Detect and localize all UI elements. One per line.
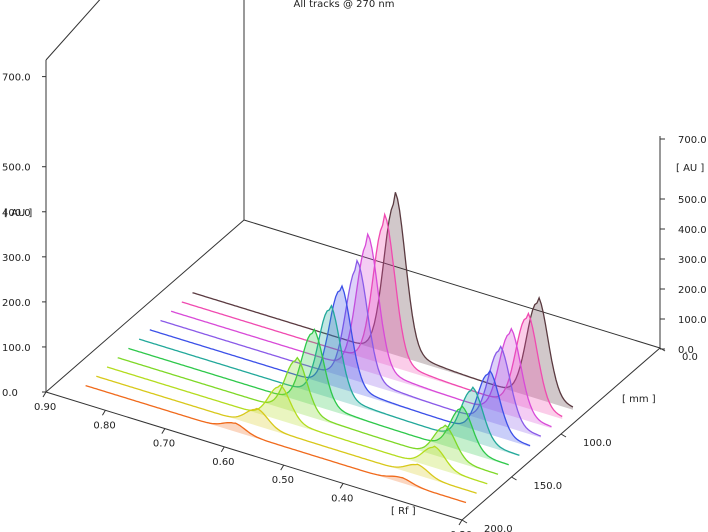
- mm-tick-label: 0.0: [682, 352, 698, 363]
- frame-line: [45, 391, 463, 521]
- rf-tick-label: 0.60: [212, 457, 234, 468]
- mm-tick-label: 150.0: [534, 481, 563, 492]
- track-fill: [139, 305, 520, 457]
- track-9: [170, 232, 552, 429]
- left-y-axis: [ AU ] 700.0 500.0 400.0 300.0 200.0 100.0 0.0: [2, 73, 46, 399]
- left-y-axis-label: [ AU ]: [4, 208, 32, 219]
- track-line: [128, 327, 509, 466]
- mm-axis-label: [ mm ]: [622, 394, 656, 405]
- rf-tick-label: 0.50: [272, 475, 294, 486]
- track-8: [160, 258, 542, 438]
- rf-tick: [101, 410, 106, 416]
- track-fill: [171, 234, 552, 429]
- rf-tick-label: 0.40: [331, 493, 353, 504]
- rf-tick-label: 0.80: [93, 420, 115, 431]
- right-y-tick-label: 400.0: [678, 225, 707, 236]
- mm-axis: [ mm ] 0.0 100.0 150.0 200.0: [461, 347, 698, 532]
- left-y-tick-label: 200.0: [2, 298, 31, 309]
- track-fill: [149, 286, 531, 447]
- track-fill: [160, 260, 541, 438]
- chart-title: All tracks @ 270 nm: [294, 0, 395, 10]
- rf-tick: [42, 391, 47, 398]
- mm-tick-label: 200.0: [484, 524, 513, 532]
- rf-tick: [458, 519, 463, 526]
- track-1: [85, 384, 467, 504]
- track-4: [117, 356, 499, 475]
- rf-tick-label: 0.90: [34, 402, 56, 413]
- track-line: [85, 384, 467, 504]
- track-line: [96, 375, 477, 494]
- left-y-tick-label: 300.0: [2, 253, 31, 264]
- left-y-tick-label: 500.0: [2, 163, 31, 174]
- track-line: [138, 304, 520, 456]
- right-y-tick-label: 100.0: [678, 315, 707, 326]
- right-y-axis: [ AU ] 700.0 500.0 400.0 300.0 200.0 100.0 0.0: [659, 135, 707, 356]
- rf-axis-label: [ Rf ]: [391, 506, 416, 517]
- frame-line: [243, 219, 661, 349]
- rf-tick: [280, 464, 285, 471]
- mm-tick-label: 100.0: [583, 438, 612, 449]
- frame-line: [45, 219, 245, 393]
- axis-frame: [45, 0, 661, 521]
- left-y-tick-label: 100.0: [2, 343, 31, 354]
- track-line: [117, 356, 499, 475]
- track-line: [149, 284, 531, 447]
- track-11: [192, 192, 574, 410]
- right-y-tick-label: 500.0: [678, 195, 707, 206]
- right-y-tick-label: 0.0: [678, 345, 694, 356]
- track-2: [96, 375, 477, 494]
- track-fill: [128, 329, 509, 466]
- mm-tick: [560, 433, 567, 438]
- left-y-tick-label: 400.0: [2, 208, 31, 219]
- rf-tick-label: 0.20: [450, 530, 472, 532]
- track-3: [106, 366, 488, 485]
- left-y-tick-label: 0.0: [2, 388, 18, 399]
- right-y-tick-label: 300.0: [678, 255, 707, 266]
- right-y-tick-label: 200.0: [678, 285, 707, 296]
- track-line: [192, 192, 574, 408]
- mm-tick: [659, 347, 666, 352]
- frame-line: [45, 0, 101, 61]
- mm-tick: [461, 519, 468, 524]
- track-fill: [192, 192, 573, 410]
- rf-tick-label: 0.70: [153, 439, 175, 450]
- track-line: [160, 258, 542, 437]
- track-fill: [181, 214, 563, 419]
- right-y-axis-label: [ AU ]: [676, 163, 704, 174]
- tracks: [85, 192, 574, 504]
- rf-axis: [ Rf ] 0.90 0.80 0.70 0.60 0.50 0.40 0.20: [34, 391, 472, 532]
- track-6: [138, 304, 520, 457]
- track-5: [128, 327, 509, 466]
- rf-tick: [339, 483, 344, 489]
- right-y-tick-label: 700.0: [678, 135, 707, 146]
- track-line: [106, 366, 488, 485]
- mm-tick: [511, 476, 517, 481]
- track-7: [149, 284, 531, 447]
- rf-tick: [220, 446, 225, 453]
- track-line: [170, 232, 552, 428]
- rf-tick: [161, 428, 166, 434]
- left-y-tick-label: 700.0: [2, 73, 31, 84]
